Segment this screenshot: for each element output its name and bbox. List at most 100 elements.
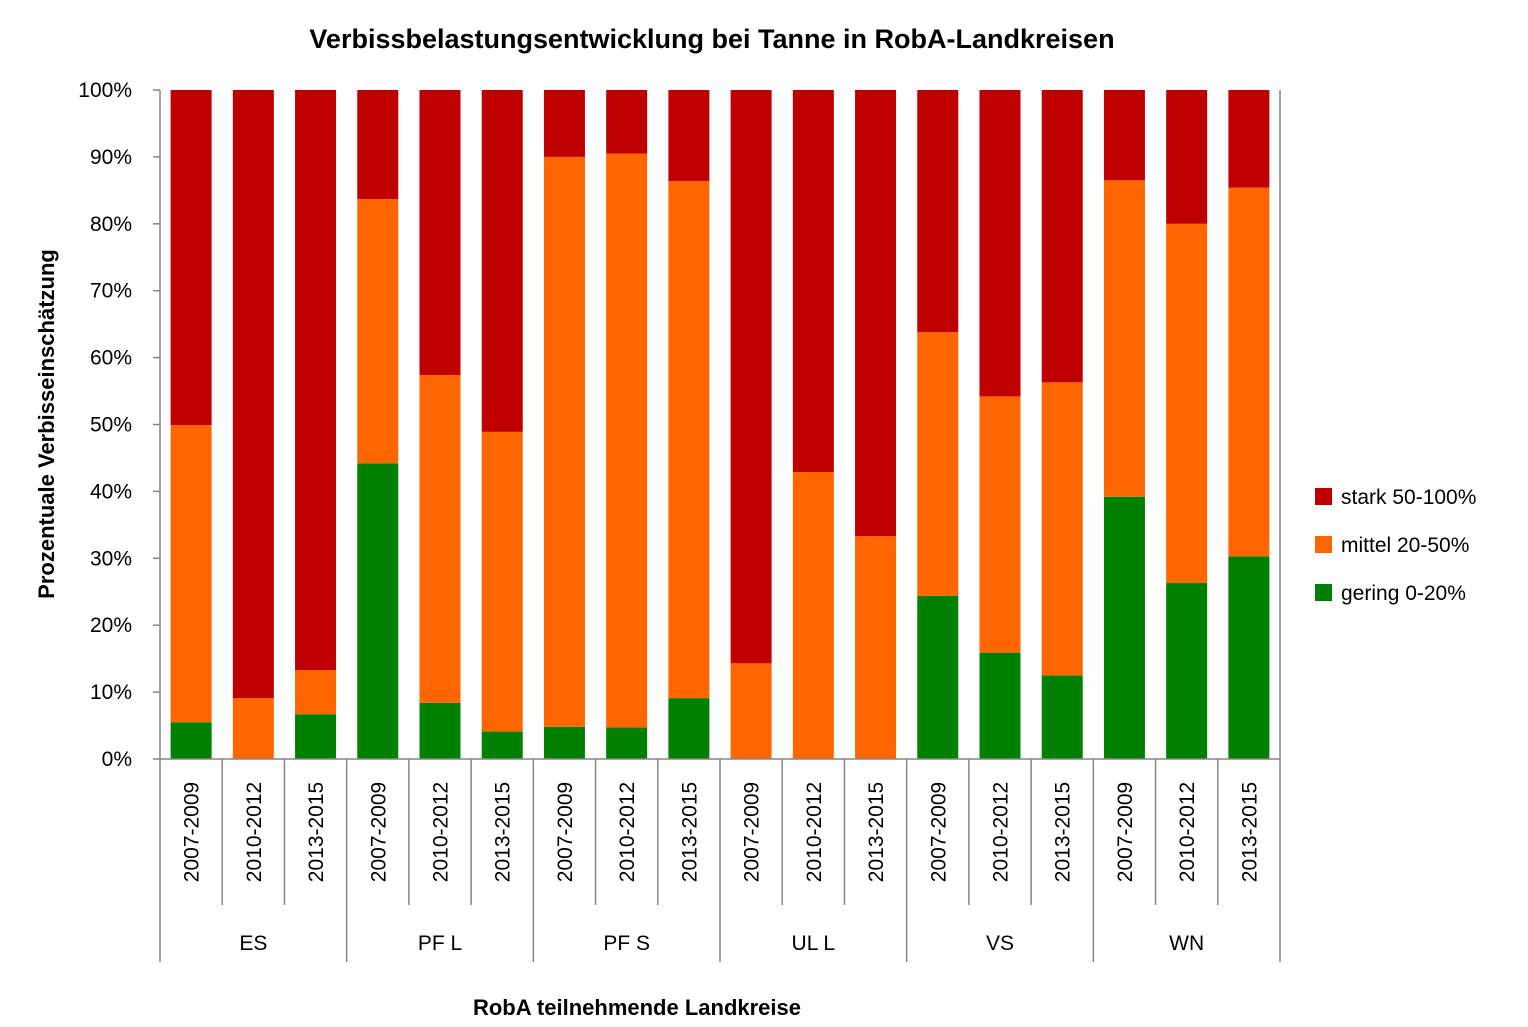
bar-segment	[855, 536, 897, 759]
bar-segment	[792, 471, 834, 759]
bar-segment	[792, 90, 834, 472]
bar-segment	[170, 425, 212, 723]
bar-segment	[1228, 187, 1270, 557]
bar-segment	[419, 702, 461, 759]
legend-swatch	[1315, 488, 1332, 505]
y-tick-label: 80%	[90, 213, 132, 236]
group-label: WN	[1169, 932, 1204, 955]
bar-segment	[606, 153, 648, 728]
bar-segment	[1103, 496, 1145, 759]
y-tick-label: 0%	[102, 748, 132, 771]
legend-swatch	[1315, 536, 1332, 553]
bar-segment	[543, 156, 585, 727]
bar-segment	[1041, 675, 1083, 759]
bar-segment	[979, 652, 1021, 759]
bar-segment	[979, 396, 1021, 653]
bar-segment	[295, 90, 337, 671]
bar-segment	[481, 731, 523, 759]
x-tick-label: 2007-2009	[181, 782, 204, 882]
x-tick-label: 2013-2015	[305, 782, 328, 882]
bar-segment	[730, 663, 772, 759]
bar-segment	[979, 90, 1021, 397]
y-tick-label: 10%	[90, 681, 132, 704]
bar-segment	[1166, 223, 1208, 584]
y-tick-label: 60%	[90, 347, 132, 370]
x-tick-label: 2013-2015	[1238, 782, 1261, 882]
bar-segment	[1041, 382, 1083, 676]
bar-segment	[232, 698, 274, 759]
y-tick-label: 90%	[90, 146, 132, 169]
bar-segment	[232, 90, 274, 699]
bar-segment	[419, 374, 461, 703]
bar-segment	[357, 199, 399, 464]
bar-segment	[1041, 90, 1083, 383]
bar-segment	[170, 722, 212, 759]
bar-segment	[170, 90, 212, 426]
group-label: PF L	[418, 932, 462, 955]
bar-segment	[295, 670, 337, 715]
bar-segment	[481, 90, 523, 432]
x-tick-label: 2013-2015	[678, 782, 701, 882]
legend-label: stark 50-100%	[1341, 486, 1476, 509]
y-tick-label: 30%	[90, 547, 132, 570]
legend-item: stark 50-100%	[1315, 486, 1476, 509]
x-axis-title: RobA teilnehmende Landkreise	[473, 995, 801, 1020]
x-tick-label: 2010-2012	[616, 782, 639, 882]
legend-label: gering 0-20%	[1341, 582, 1466, 605]
legend: stark 50-100% mittel 20-50% gering 0-20%	[1315, 486, 1476, 605]
group-label: UL L	[792, 932, 836, 955]
y-tick-label: 20%	[90, 614, 132, 637]
y-tick-label: 50%	[90, 414, 132, 437]
bar-segment	[668, 698, 710, 759]
y-tick-label: 70%	[90, 280, 132, 303]
legend-item: gering 0-20%	[1315, 582, 1466, 605]
x-tick-label: 2013-2015	[1052, 782, 1075, 882]
bar-segment	[543, 90, 585, 157]
x-tick-label: 2007-2009	[554, 782, 577, 882]
bar-segment	[357, 90, 399, 200]
bar-segment	[1228, 90, 1270, 188]
x-tick-label: 2010-2012	[990, 782, 1013, 882]
legend-swatch	[1315, 584, 1332, 601]
x-tick-label: 2007-2009	[367, 782, 390, 882]
x-tick-label: 2007-2009	[741, 782, 764, 882]
group-label: ES	[239, 932, 267, 955]
bar-segment	[543, 726, 585, 759]
bar-segment	[1228, 556, 1270, 759]
bar-segment	[419, 90, 461, 375]
bar-segment	[668, 90, 710, 181]
bar-segment	[917, 595, 959, 759]
x-tick-label: 2013-2015	[865, 782, 888, 882]
bar-segment	[917, 90, 959, 333]
bar-segment	[1166, 90, 1208, 224]
x-tick-label: 2007-2009	[927, 782, 950, 882]
plot-area: 0% 10% 20% 30% 40% 50% 60% 70% 80% 90% 100% 2007-20…	[78, 79, 1281, 962]
bar-segment	[730, 90, 772, 664]
bar-segment	[606, 90, 648, 154]
bar-segment	[1103, 90, 1145, 181]
legend-item: mittel 20-50%	[1315, 534, 1469, 557]
bar-segment	[1103, 180, 1145, 497]
y-tick-label: 40%	[90, 480, 132, 503]
y-axis-title: Prozentuale Verbisseinschätzung	[34, 249, 59, 599]
bar-segment	[606, 727, 648, 759]
x-tick-label: 2010-2012	[243, 782, 266, 882]
x-tick-label: 2010-2012	[430, 782, 453, 882]
bar-segment	[855, 90, 897, 537]
bar-segment	[357, 463, 399, 759]
x-tick-label: 2013-2015	[492, 782, 515, 882]
y-tick-label: 100%	[78, 79, 132, 102]
group-label: PF S	[603, 932, 650, 955]
x-tick-label: 2010-2012	[803, 782, 826, 882]
chart-title: Verbissbelastungsentwicklung bei Tanne i…	[309, 24, 1114, 54]
bar-segment	[1166, 583, 1208, 759]
bar-segment	[668, 180, 710, 699]
bar-segment	[917, 332, 959, 596]
bar-segment	[295, 714, 337, 759]
legend-label: mittel 20-50%	[1341, 534, 1469, 557]
x-tick-label: 2007-2009	[1114, 782, 1137, 882]
x-tick-label: 2010-2012	[1176, 782, 1199, 882]
group-label: VS	[986, 932, 1014, 955]
